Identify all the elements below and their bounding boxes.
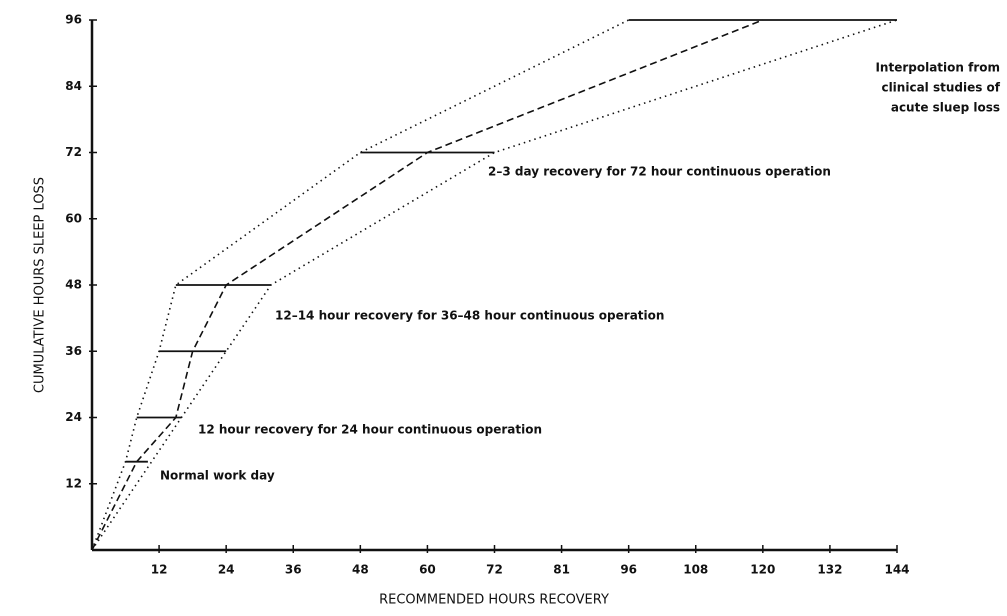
x-tick-label: 72	[486, 563, 503, 577]
line	[91, 19, 898, 551]
y-tick-label: 84	[65, 79, 82, 93]
annotation: 2–3 day recovery for 72 hour continuous …	[488, 165, 831, 179]
y-tick-label: 96	[65, 13, 82, 27]
x-tick-label: 108	[683, 563, 708, 577]
y-tick-label: 24	[65, 410, 82, 424]
y-axis-label: CUMULATIVE HOURS SLEEP LOSS	[33, 177, 48, 393]
annotation: acute sluep loss	[891, 101, 1000, 115]
annotation: 12–14 hour recovery for 36–48 hour conti…	[275, 309, 664, 323]
y-tick-label: 60	[65, 211, 82, 225]
x-tick-label: 12	[151, 563, 168, 577]
y-tick-label: 36	[65, 344, 82, 358]
annotation: Interpolation from	[875, 61, 1000, 75]
x-tick-label: 144	[884, 563, 909, 577]
x-tick-label: 48	[352, 563, 369, 577]
x-tick-label: 24	[218, 563, 235, 577]
x-tick-label: 120	[750, 563, 775, 577]
x-tick-label: 132	[817, 563, 842, 577]
annotation: 12 hour recovery for 24 hour continuous …	[198, 423, 542, 437]
y-tick-label: 72	[65, 145, 82, 159]
annotation: clinical studies of	[881, 81, 1000, 95]
y-tick-label: 12	[65, 476, 82, 490]
annotation: Normal work day	[160, 469, 275, 483]
x-tick-label: 81	[553, 563, 570, 577]
x-tick-label: 60	[419, 563, 436, 577]
x-tick-label: 96	[620, 563, 637, 577]
y-tick-label: 48	[65, 278, 82, 292]
x-axis-label: RECOMMENDED HOURS RECOVERY	[379, 593, 609, 608]
x-tick-label: 36	[285, 563, 302, 577]
